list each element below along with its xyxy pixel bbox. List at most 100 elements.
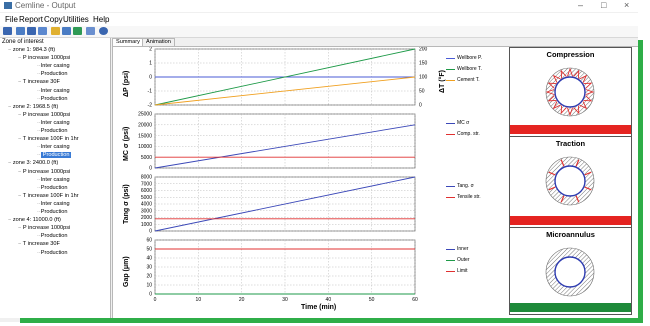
y-tick-label: 15000 <box>138 133 152 139</box>
tree-node[interactable]: − P increase 1000psi <box>18 169 70 176</box>
tree-node[interactable]: − P increase 1000psi <box>18 225 70 232</box>
tree-node-label: Production <box>40 71 68 78</box>
y-axis-label: Tang σ (psi) <box>123 184 130 224</box>
y-axis-label: ΔP (psi) <box>123 70 130 97</box>
x-tick-label: 40 <box>326 297 332 303</box>
tree-connector: − <box>18 225 23 232</box>
tree-node[interactable]: − P increase 1000psi <box>18 55 70 62</box>
crack-mark <box>560 159 565 167</box>
tree-node-label: P increase 1000psi <box>22 55 71 62</box>
crack-mark <box>547 95 557 102</box>
legend-entry: Cement T. <box>446 77 480 83</box>
crack-mark <box>584 171 592 176</box>
tree-node[interactable]: ··Inter casing <box>37 144 70 151</box>
y-tick-label: 20 <box>146 274 152 280</box>
status-panel-title: Microannulus <box>546 230 595 239</box>
crack-mark <box>560 195 565 203</box>
menu-file[interactable]: File <box>5 15 18 24</box>
crack-mark <box>575 159 580 167</box>
maximize-button[interactable]: □ <box>601 0 607 10</box>
legend-label: Wellbore T. <box>457 66 482 72</box>
x-tick-label: 0 <box>154 297 157 303</box>
y2-tick-label: 0 <box>419 103 422 109</box>
tree-node-label: Production <box>40 184 68 191</box>
crack-mark <box>552 101 561 110</box>
y-tick-label: 2000 <box>141 215 152 221</box>
crack-mark <box>567 107 573 117</box>
tree-node[interactable]: ··Production <box>37 96 67 103</box>
tree-node[interactable]: ··Inter casing <box>37 88 70 95</box>
chart-icon[interactable] <box>73 27 82 35</box>
tree-node[interactable]: − T increase 30F <box>18 241 60 248</box>
tree-node[interactable]: ··Inter casing <box>37 177 70 184</box>
tree-node[interactable]: − T increase 30F <box>18 79 60 86</box>
y-tick-label: 20000 <box>138 123 152 129</box>
crack-mark <box>547 82 557 89</box>
tree-node[interactable]: − P increase 1000psi <box>18 112 70 119</box>
tree-node[interactable]: ··Production <box>37 233 67 240</box>
y-tick-label: 4000 <box>141 202 152 208</box>
tree-node[interactable]: ··Production <box>37 250 67 257</box>
tree-node[interactable]: − zone 1: 984.3 (ft) <box>8 47 55 54</box>
tree-node[interactable]: − T increase 100F in 1hr <box>18 193 79 200</box>
menu-report[interactable]: Report <box>19 15 44 24</box>
copy-icon[interactable] <box>27 27 36 35</box>
accent-border-right <box>638 40 643 318</box>
tree-node-label: T increase 30F <box>22 79 60 86</box>
close-button[interactable]: × <box>624 0 630 10</box>
tree-node[interactable]: ··Production <box>37 71 67 78</box>
tree-node[interactable]: − zone 3: 2400.0 (ft) <box>8 160 58 167</box>
tree-connector: ·· <box>37 200 41 207</box>
status-panel-traction: Traction <box>509 136 632 228</box>
tree-node[interactable]: ··Inter casing <box>37 63 70 70</box>
menu-utilities[interactable]: Utilities <box>63 15 89 24</box>
tree-node-selected[interactable]: ·· Production <box>37 152 72 159</box>
tree-connector: − <box>8 160 13 167</box>
crack-mark <box>573 105 580 115</box>
legend-swatch <box>446 271 455 272</box>
series-line-0-2 <box>154 76 416 106</box>
y-tick-label: 0 <box>149 75 152 81</box>
refresh-icon[interactable] <box>99 27 108 35</box>
tree-node[interactable]: ··Inter casing <box>37 120 70 127</box>
legend-label: Tensile str. <box>457 194 481 200</box>
minimize-button[interactable]: – <box>578 0 584 10</box>
tree-connector: ·· <box>37 144 41 151</box>
export-icon[interactable] <box>16 27 25 35</box>
tab-animation[interactable]: Animation <box>142 38 175 46</box>
zone-tree: Zone of interest − zone 1: 984.3 (ft) − P… <box>0 38 111 318</box>
casing-circle <box>554 256 586 288</box>
tree-node[interactable]: ··Production <box>37 209 67 216</box>
menu-copy[interactable]: Copy <box>44 15 63 24</box>
charts-svg: -2-1012050100150200050001000015000200002… <box>138 47 427 303</box>
legend-entry: Inner <box>446 246 468 252</box>
tree-connector: − <box>8 103 13 110</box>
y-tick-label: 0 <box>149 229 152 235</box>
tree-connector: ·· <box>37 184 41 191</box>
legend-label: Comp. str. <box>457 131 480 137</box>
tree-connector: ·· <box>37 63 41 70</box>
tab-summary[interactable]: Summary <box>112 38 144 46</box>
table-icon[interactable] <box>62 27 71 35</box>
tree-node[interactable]: − T increase 100F in 1hr <box>18 136 79 143</box>
title-bar: Cemline - Output – □ × <box>0 0 638 12</box>
print-icon[interactable] <box>38 27 47 35</box>
crack-mark <box>579 101 588 110</box>
app-icon <box>4 2 12 9</box>
tree-node[interactable]: ··Production <box>37 185 67 192</box>
tree-node-label: Production <box>40 233 68 240</box>
y2-tick-label: 50 <box>419 89 425 95</box>
grid-icon[interactable] <box>51 27 60 35</box>
y-tick-label: -1 <box>148 89 153 95</box>
legend-swatch <box>446 69 455 70</box>
tree-node[interactable]: ··Production <box>37 128 67 135</box>
menu-help[interactable]: Help <box>93 15 110 24</box>
tree-node[interactable]: − zone 4: 11000.0 (ft) <box>8 217 61 224</box>
tree-node[interactable]: ··Inter casing <box>37 201 70 208</box>
legend-label: Wellbore P. <box>457 55 483 61</box>
tree-node[interactable]: − zone 2: 1968.5 (ft) <box>8 104 58 111</box>
legend-swatch <box>446 249 455 250</box>
open-file-icon[interactable] <box>3 27 12 35</box>
edit-icon[interactable] <box>86 27 95 35</box>
crack-mark <box>584 186 592 191</box>
